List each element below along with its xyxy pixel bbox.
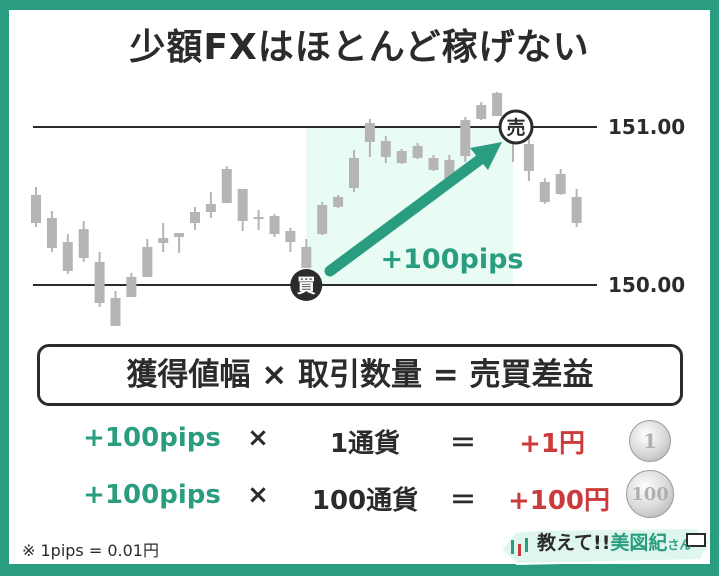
price-label-151: 151.00 [608, 115, 685, 139]
candle-body [142, 246, 153, 277]
candle-body [94, 261, 105, 304]
canvas [9, 10, 710, 564]
candle-body [349, 157, 359, 188]
page-title: 少額FXはほとんど稼げない [129, 27, 590, 68]
candle-body [205, 203, 216, 213]
logo-text-prefix: 教えて!! [537, 532, 611, 554]
candle-body [364, 123, 375, 143]
pips-footnote: ※ 1pips = 0.01円 [22, 541, 159, 560]
candle-body [333, 196, 344, 207]
gain-arrow-head [470, 142, 502, 170]
hundred-yen-coin-icon: 100 [626, 470, 674, 518]
candle-body [269, 215, 280, 234]
candle-body [174, 233, 185, 237]
row-pips: +100pips [83, 480, 221, 510]
row-quantity: 100通貨 [311, 486, 419, 516]
candle-body [285, 230, 296, 243]
candle-body [62, 242, 73, 271]
buy-marker-label: 買 [297, 275, 316, 297]
candles [31, 91, 582, 326]
sell-marker: 売 [498, 109, 534, 145]
row-quantity: 1通貨 [329, 429, 401, 459]
candle-body [539, 181, 550, 203]
row-equals: ＝ [449, 486, 476, 516]
logo-badge-icon [499, 526, 711, 566]
candle-body [396, 151, 407, 164]
candle-body [190, 212, 200, 224]
candle-body [571, 196, 582, 224]
row-profit: +1円 [519, 429, 585, 459]
sell-marker-label: 売 [506, 116, 525, 139]
site-logo: 教えて!!美図紀さん [497, 520, 712, 566]
price-label-150: 150.00 [608, 273, 685, 297]
candle-body [412, 145, 423, 158]
row-profit: +100円 [507, 486, 610, 516]
gain-label: +100pips [381, 244, 524, 275]
logo-text-name: 美図紀 [610, 532, 668, 554]
row-pips: +100pips [83, 423, 221, 453]
row-times: × [247, 423, 269, 453]
candle-body [444, 160, 455, 182]
candlestick-chart: 151.00 150.00 +100pips 買 売 [31, 91, 685, 326]
candle-body [237, 188, 248, 222]
candle-body [523, 144, 534, 171]
candle-body [492, 93, 503, 116]
row-equals: ＝ [449, 429, 476, 459]
candle-body [221, 169, 232, 203]
buy-marker: 買 [290, 269, 323, 301]
row-times: × [247, 480, 269, 510]
candle-body [78, 229, 89, 258]
candle-body [110, 297, 121, 326]
candle-body [31, 194, 41, 224]
one-yen-coin-icon: 1 [629, 420, 671, 462]
candle-body [253, 217, 264, 220]
candle-body [46, 218, 57, 249]
candle-body [380, 141, 391, 158]
candle-body [476, 105, 487, 119]
gain-arrow [324, 152, 488, 277]
candle-body [555, 173, 566, 194]
candle-body [158, 238, 169, 243]
logo-text-suffix: さん [667, 538, 692, 552]
candle-body [126, 276, 137, 298]
candle-body [460, 120, 471, 157]
candle-body [317, 205, 328, 234]
candle-body [428, 157, 439, 170]
formula-box: 獲得値幅 × 取引数量 = 売買差益 [37, 344, 683, 406]
candle-body [301, 246, 312, 268]
